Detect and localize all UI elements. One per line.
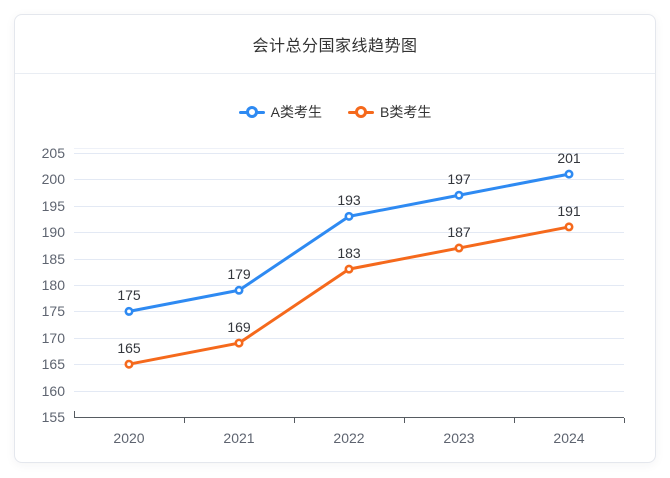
y-axis-label: 165: [41, 356, 65, 373]
gridline: [74, 390, 624, 392]
data-point-label: 197: [447, 171, 471, 188]
x-axis-tick: [294, 418, 295, 423]
series-plot: [124, 169, 574, 369]
y-axis-label: 185: [41, 250, 65, 267]
data-point[interactable]: [234, 338, 244, 348]
gridline: [74, 258, 624, 260]
x-axis-tick: [514, 418, 515, 423]
data-point[interactable]: [124, 359, 134, 369]
gridline: [74, 285, 624, 286]
data-point[interactable]: [234, 285, 244, 295]
data-point-label: 191: [557, 202, 581, 219]
x-axis-label: 2023: [443, 430, 475, 446]
gridline: [74, 311, 624, 313]
grid-top-border: [74, 148, 624, 149]
x-axis-label: 2022: [333, 430, 365, 446]
chart-header: 会计总分国家线趋势图: [15, 15, 655, 74]
x-axis-label: 2024: [553, 430, 585, 446]
data-point[interactable]: [564, 169, 574, 179]
x-axis-tick: [184, 418, 185, 423]
legend-item-b[interactable]: B类考生: [348, 102, 431, 122]
y-axis-label: 195: [41, 197, 65, 214]
y-axis-label: 175: [41, 303, 65, 320]
gridline: [74, 364, 624, 366]
x-axis-line: [74, 417, 624, 418]
x-axis-tick: [74, 411, 75, 417]
chart-title: 会计总分国家线趋势图: [252, 38, 418, 55]
line-series-marker-icon: [238, 106, 265, 118]
data-point-label: 179: [227, 266, 251, 283]
data-point[interactable]: [344, 211, 354, 221]
data-point[interactable]: [344, 264, 354, 274]
gridline: [74, 337, 624, 339]
data-point[interactable]: [454, 190, 464, 200]
gridline: [74, 153, 624, 154]
y-axis-label: 190: [41, 224, 65, 241]
data-point-label: 187: [447, 224, 471, 241]
data-point-label: 175: [117, 287, 141, 304]
y-axis-label: 155: [41, 409, 65, 425]
y-axis-label: 205: [41, 145, 65, 161]
gridline: [74, 205, 624, 207]
legend-item-a[interactable]: A类考生: [238, 102, 322, 122]
y-axis-label: 160: [41, 382, 65, 399]
legend: A类考生 B类考生: [15, 102, 655, 122]
chart-card: 会计总分国家线趋势图 A类考生 B类考生 155 160 165 170 175 180 1…: [14, 14, 656, 463]
data-point-label: 165: [117, 340, 141, 357]
x-axis-label: 2021: [223, 430, 255, 446]
data-point[interactable]: [564, 222, 574, 232]
data-point-label: 193: [337, 192, 361, 209]
y-axis-label: 180: [41, 277, 65, 293]
line-series-marker-icon: [348, 106, 374, 118]
data-point-label: 183: [337, 245, 361, 262]
data-point-label: 169: [227, 319, 251, 336]
data-point[interactable]: [454, 243, 464, 253]
gridline: [74, 179, 624, 181]
legend-label: A类考生: [270, 104, 322, 120]
x-axis-tick: [624, 418, 625, 423]
line-chart-plot-area: 155 160 165 170 175 180 185 190 195 200 205 2020 202…: [42, 145, 625, 446]
x-axis-label: 2020: [113, 430, 145, 446]
x-axis-tick: [404, 418, 405, 423]
y-axis-label: 170: [41, 329, 65, 346]
data-point[interactable]: [124, 306, 134, 316]
gridline: [74, 232, 624, 234]
data-point-label: 201: [557, 150, 581, 167]
y-axis-label: 200: [41, 171, 65, 188]
legend-label: B类考生: [380, 104, 432, 120]
